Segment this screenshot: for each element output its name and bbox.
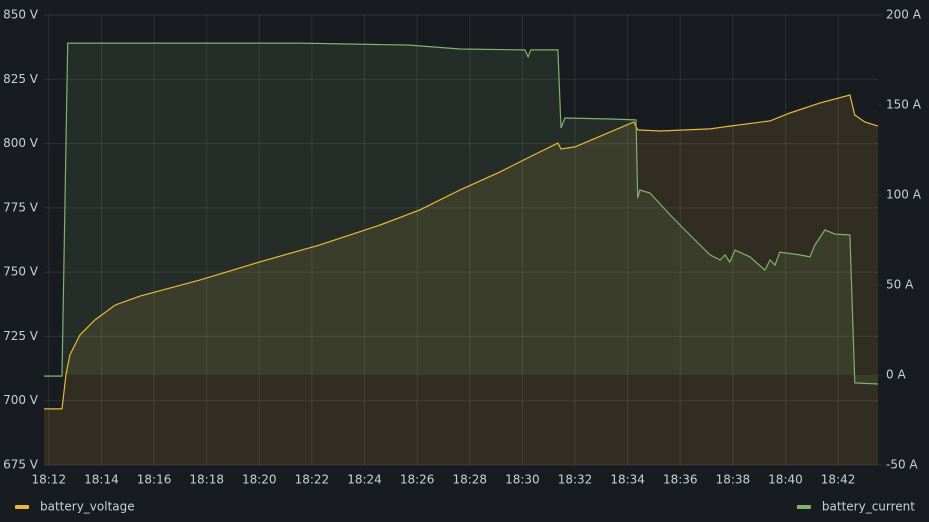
x-tick-label: 18:38 [716,473,751,487]
y2-tick-label: 50 A [886,278,914,292]
series-area [44,43,878,384]
x-tick-label: 18:16 [137,473,172,487]
y-tick-label: 800 V [3,136,39,150]
x-tick-label: 18:26 [400,473,435,487]
labels: 675 V 700 V 725 V 750 V 775 V 800 V 825 V 850 V… [3,8,922,514]
y-tick-label: 725 V [3,329,39,343]
x-tick-label: 18:12 [32,473,67,487]
grid [44,14,878,466]
legend-label: battery_voltage [40,500,135,514]
series-area [44,95,878,465]
y2-tick-label: -50 A [886,458,918,472]
y-tick-label: 850 V [3,8,39,22]
legend-swatch [15,505,29,509]
x-tick-label: 18:14 [84,473,119,487]
x-tick-label: 18:22 [295,473,330,487]
y-tick-label: 675 V [3,458,39,472]
x-tick-label: 18:42 [821,473,856,487]
y2-tick-label: 0 A [886,368,906,382]
y-tick-label: 825 V [3,72,39,86]
x-tick-label: 18:28 [452,473,487,487]
y-tick-label: 775 V [3,200,39,214]
x-tick-label: 18:20 [242,473,277,487]
y2-tick-label: 150 A [886,98,922,112]
series-line [44,42,879,385]
lines [44,42,879,410]
x-tick-label: 18:18 [189,473,224,487]
x-tick-label: 18:24 [347,473,382,487]
y-tick-label: 700 V [3,393,39,407]
legend-swatch [796,505,811,509]
y2-tick-label: 100 A [886,188,922,202]
x-tick-label: 18:40 [768,473,803,487]
y2-tick-label: 200 A [886,8,922,22]
x-tick-label: 18:34 [610,473,645,487]
x-tick-label: 18:36 [663,473,698,487]
fills [44,43,878,465]
legend-label: battery_current [822,500,915,514]
y-tick-label: 750 V [3,265,39,279]
series-line [44,94,879,410]
x-tick-label: 18:30 [505,473,540,487]
x-tick-label: 18:32 [558,473,593,487]
